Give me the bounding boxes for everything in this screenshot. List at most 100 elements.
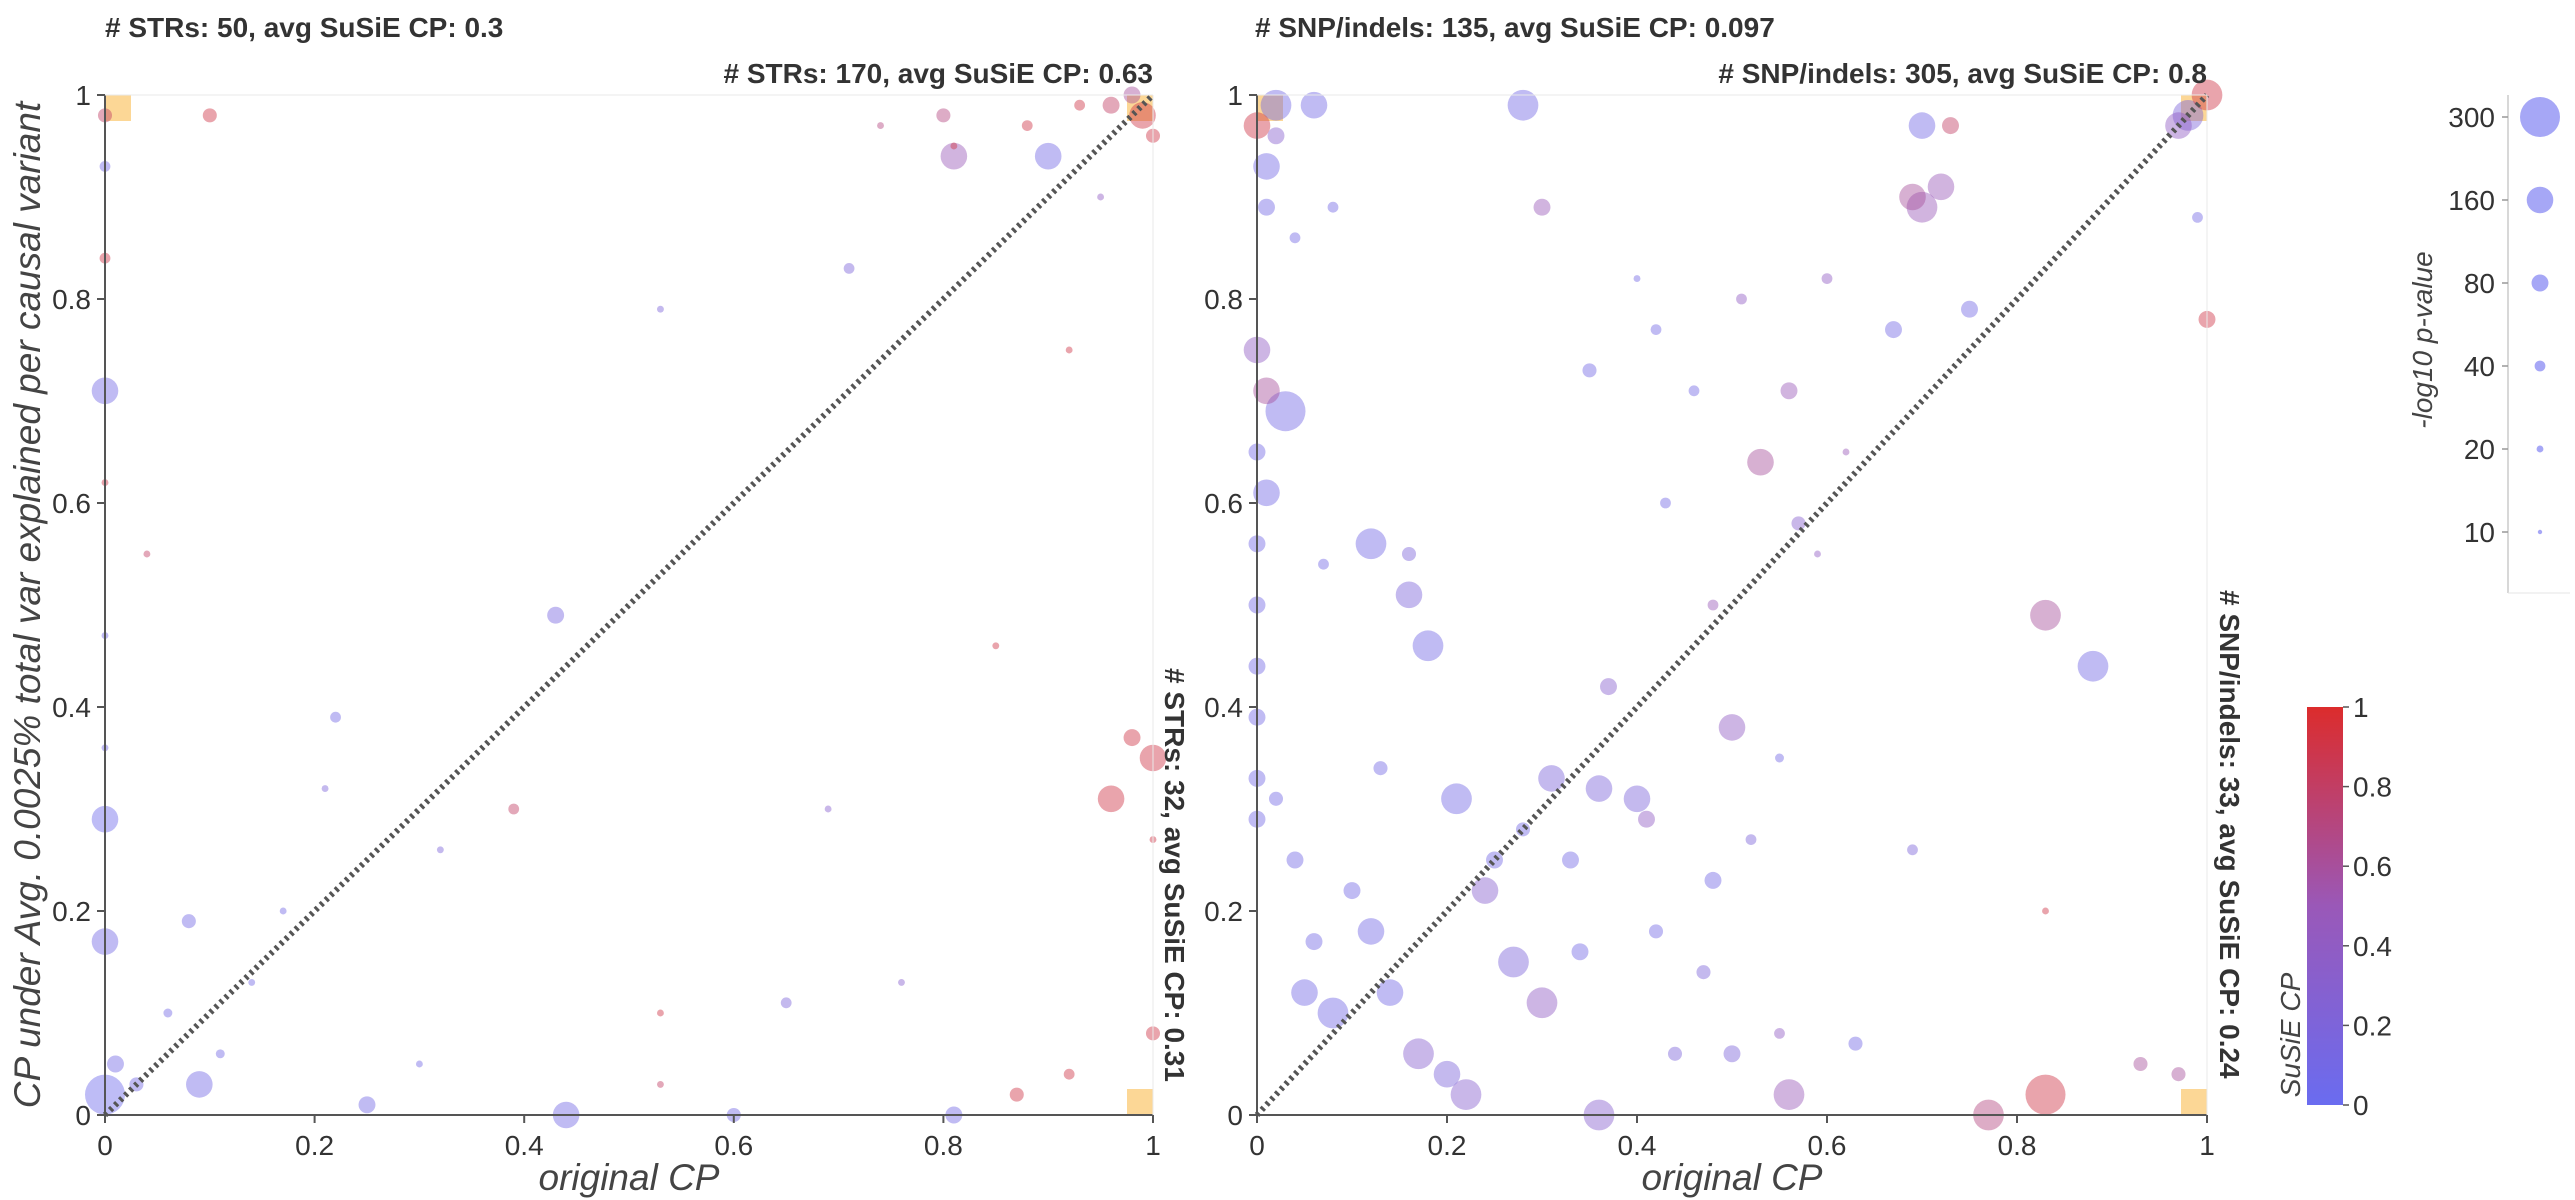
str-diagonal-line bbox=[102, 92, 1156, 1118]
colorbar-tick-label: 0.2 bbox=[2353, 1010, 2392, 1041]
snp-data-point bbox=[1433, 1060, 1461, 1088]
snp-data-point bbox=[1498, 946, 1529, 978]
snp-x-tick-label: 0.8 bbox=[1998, 1130, 2037, 1161]
colorbar-tick-label: 0.6 bbox=[2353, 851, 2392, 882]
snp-data-point bbox=[1736, 293, 1747, 305]
snp-points bbox=[1243, 79, 2223, 1131]
colorbar bbox=[2307, 707, 2343, 1105]
str-data-point bbox=[1074, 99, 1086, 111]
snp-data-point bbox=[1343, 882, 1361, 900]
str-axes: 0 0.2 0.4 0.6 0.8 1 0 0.2 0.4 0.6 0.8 1 bbox=[52, 80, 1161, 1161]
str-y-tick-label: 0.8 bbox=[52, 284, 91, 315]
size-legend-marker bbox=[2534, 360, 2546, 372]
snp-data-point bbox=[1633, 275, 1641, 283]
snp-data-point bbox=[1538, 765, 1565, 792]
str-data-point bbox=[1021, 120, 1033, 131]
snp-data-point bbox=[1486, 851, 1503, 869]
y-axis-title: CP under Avg. 0.0025% total var explaine… bbox=[7, 100, 48, 1108]
str-annotation-top-left: # STRs: 50, avg SuSiE CP: 0.3 bbox=[105, 12, 503, 43]
snp-data-point bbox=[1660, 497, 1671, 509]
str-corner-highlights bbox=[105, 95, 1153, 1115]
snp-data-point bbox=[1507, 89, 1539, 121]
size-legend-label: 300 bbox=[2448, 102, 2495, 133]
str-x-tick-label: 1 bbox=[1145, 1130, 1161, 1161]
str-y-tick-label: 1 bbox=[75, 80, 91, 111]
snp-data-point bbox=[1747, 448, 1774, 476]
snp-panel: 0 0.2 0.4 0.6 0.8 1 0 0.2 0.4 0.6 0.8 1 # SNP/indel… bbox=[1204, 12, 2245, 1198]
str-data-point bbox=[950, 142, 958, 150]
size-legend-marker bbox=[2520, 97, 2560, 137]
str-data-point bbox=[936, 108, 951, 123]
snp-data-point bbox=[1942, 117, 1959, 135]
snp-data-point bbox=[1253, 377, 1280, 405]
colorbar-tick-label: 0.4 bbox=[2353, 931, 2392, 962]
str-data-point bbox=[1065, 346, 1073, 354]
size-legend-label: 10 bbox=[2464, 517, 2495, 548]
snp-data-point bbox=[2077, 650, 2109, 682]
str-data-point bbox=[780, 997, 792, 1009]
str-data-point bbox=[358, 1096, 376, 1114]
snp-x-axis-title: original CP bbox=[1642, 1157, 1823, 1198]
snp-data-point bbox=[1357, 918, 1385, 945]
size-legend-title: -log10 p-value bbox=[2407, 251, 2438, 428]
snp-data-point bbox=[1961, 300, 1978, 318]
colorbar-tick-label: 1 bbox=[2353, 692, 2369, 723]
snp-annotation-top-left: # SNP/indels: 135, avg SuSiE CP: 0.097 bbox=[1255, 12, 1775, 43]
snp-data-point bbox=[1286, 851, 1304, 869]
snp-data-point bbox=[1773, 1079, 1805, 1110]
snp-data-point bbox=[1650, 324, 1662, 335]
snp-data-point bbox=[1305, 933, 1323, 951]
str-data-point bbox=[1097, 193, 1105, 201]
str-data-point bbox=[992, 642, 1000, 650]
colorbar-tick-label: 0 bbox=[2353, 1090, 2369, 1121]
snp-data-point bbox=[1395, 581, 1423, 609]
snp-data-point bbox=[1707, 599, 1719, 611]
snp-data-point bbox=[1907, 844, 1918, 856]
snp-data-point bbox=[2133, 1056, 2148, 1072]
str-data-point bbox=[1102, 96, 1120, 114]
snp-data-point bbox=[1638, 810, 1655, 828]
str-data-point bbox=[186, 1071, 213, 1098]
snp-data-point bbox=[1775, 753, 1784, 763]
snp-data-point bbox=[2030, 599, 2061, 631]
str-y-tick-label: 0.2 bbox=[52, 896, 91, 927]
snp-data-point bbox=[1253, 153, 1280, 180]
str-data-point bbox=[508, 803, 520, 815]
snp-x-tick-label: 1 bbox=[2199, 1130, 2215, 1161]
snp-data-point bbox=[1376, 979, 1404, 1006]
str-data-point bbox=[824, 805, 832, 813]
snp-data-point bbox=[1906, 191, 1938, 223]
snp-x-tick-label: 0.6 bbox=[1808, 1130, 1847, 1161]
snp-data-point bbox=[2192, 212, 2203, 223]
snp-data-point bbox=[1780, 382, 1798, 400]
size-legend-label: 160 bbox=[2448, 185, 2495, 216]
snp-y-tick-label: 0 bbox=[1227, 1100, 1243, 1131]
snp-data-point bbox=[1291, 979, 1318, 1006]
snp-data-point bbox=[1260, 89, 1292, 121]
snp-data-point bbox=[1745, 834, 1757, 845]
str-data-point bbox=[330, 711, 341, 723]
str-data-point bbox=[656, 1080, 664, 1088]
snp-data-point bbox=[1412, 630, 1444, 662]
str-data-point bbox=[107, 1055, 124, 1073]
str-x-axis-title: original CP bbox=[539, 1157, 720, 1198]
snp-data-point bbox=[1582, 363, 1597, 378]
size-legend-marker bbox=[2536, 445, 2544, 453]
snp-data-point bbox=[1258, 198, 1275, 216]
snp-data-point bbox=[1533, 198, 1551, 216]
snp-data-point bbox=[1585, 775, 1613, 802]
snp-data-point bbox=[1562, 851, 1579, 869]
snp-data-point bbox=[1667, 1046, 1683, 1061]
str-data-point bbox=[940, 142, 968, 170]
str-data-point bbox=[279, 907, 287, 915]
str-annotation-bottom-right: # STRs: 32, avg SuSiE CP: 0.31 bbox=[1159, 668, 1190, 1082]
snp-annotation-bottom-right: # SNP/indels: 33, avg SuSiE CP: 0.24 bbox=[2214, 590, 2245, 1079]
snp-x-tick-label: 0.4 bbox=[1618, 1130, 1657, 1161]
snp-data-point bbox=[1450, 1079, 1482, 1110]
str-data-point bbox=[843, 263, 855, 274]
snp-data-point bbox=[1704, 871, 1722, 889]
str-y-tick-label: 0.4 bbox=[52, 692, 91, 723]
snp-data-point bbox=[1718, 714, 1746, 741]
size-legend-items: 300 160 80 40 20 10 bbox=[2448, 97, 2560, 548]
